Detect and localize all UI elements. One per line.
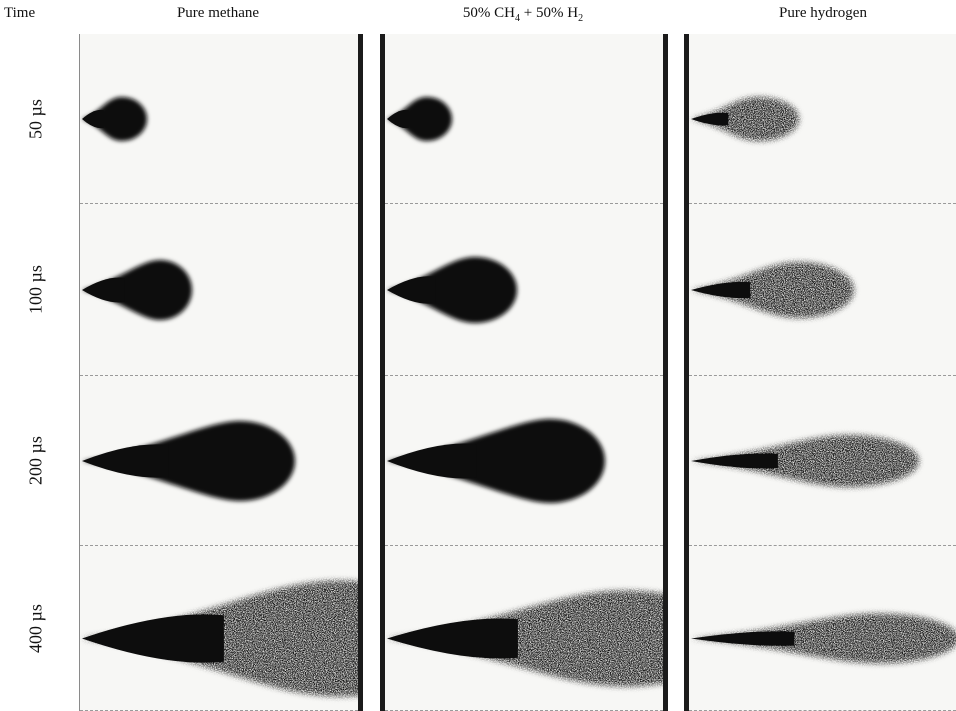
jet-image-pure-hydrogen-50us [689, 34, 956, 204]
jet-image-methane-hydrogen-mix-400us [385, 546, 663, 711]
jet-image-pure-methane-50us [80, 34, 358, 204]
jet-image-pure-methane-200us [80, 376, 358, 546]
jet-image-methane-hydrogen-mix-100us [385, 204, 663, 376]
column-divider-4 [684, 34, 689, 711]
column-title-pure-hydrogen: Pure hydrogen [779, 5, 867, 21]
row-label-200us: 200 µs [25, 436, 46, 486]
column-divider-3 [663, 34, 668, 711]
row-label-100us: 100 µs [25, 265, 46, 315]
jet-image-pure-methane-100us [80, 204, 358, 376]
jet-image-pure-methane-400us [80, 546, 358, 711]
left-frame-edge [79, 34, 80, 711]
jet-image-methane-hydrogen-mix-50us [385, 34, 663, 204]
jet-image-pure-hydrogen-400us [689, 546, 956, 711]
column-title-methane-hydrogen-mix: 50% CH4 + 50% H2 [462, 5, 584, 24]
time-header: Time [4, 5, 36, 21]
column-title-pure-methane: Pure methane [176, 5, 260, 21]
column-divider-1 [358, 34, 363, 711]
jet-image-pure-hydrogen-200us [689, 376, 956, 546]
jet-image-methane-hydrogen-mix-200us [385, 376, 663, 546]
row-label-400us: 400 µs [25, 604, 46, 653]
jet-image-pure-hydrogen-100us [689, 204, 956, 376]
column-divider-2 [380, 34, 385, 711]
row-label-50us: 50 µs [25, 99, 46, 139]
